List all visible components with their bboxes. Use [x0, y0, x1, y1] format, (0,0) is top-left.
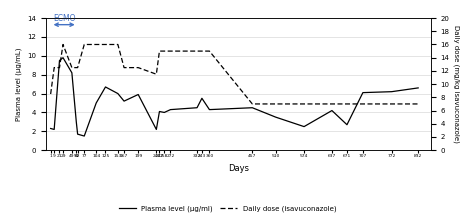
Legend: Plasma level (µg/ml), Daily dose (isavuconazole): Plasma level (µg/ml), Daily dose (isavuc… — [116, 203, 339, 215]
Text: ECMO: ECMO — [53, 14, 75, 23]
Y-axis label: Plasma level (µg/mL): Plasma level (µg/mL) — [15, 47, 21, 121]
Y-axis label: Daily dose (mg/kg isavuconazole): Daily dose (mg/kg isavuconazole) — [453, 25, 459, 143]
X-axis label: Days: Days — [228, 164, 249, 173]
